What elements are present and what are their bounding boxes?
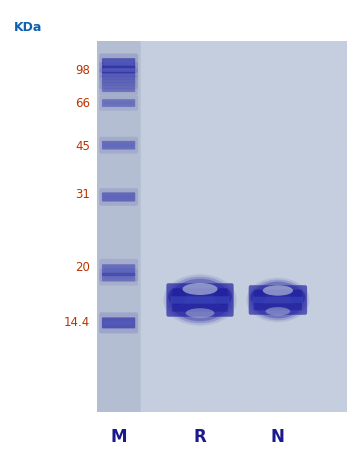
- FancyBboxPatch shape: [102, 99, 135, 107]
- Ellipse shape: [163, 274, 236, 326]
- Text: 14.4: 14.4: [64, 316, 90, 329]
- Ellipse shape: [214, 288, 232, 305]
- FancyBboxPatch shape: [102, 72, 135, 79]
- Ellipse shape: [252, 282, 304, 318]
- Ellipse shape: [290, 289, 306, 305]
- FancyBboxPatch shape: [104, 74, 133, 77]
- FancyBboxPatch shape: [104, 268, 133, 273]
- FancyBboxPatch shape: [252, 297, 303, 303]
- Text: 31: 31: [75, 188, 90, 201]
- FancyBboxPatch shape: [104, 87, 133, 90]
- FancyBboxPatch shape: [104, 143, 133, 147]
- Ellipse shape: [170, 279, 230, 321]
- Text: 66: 66: [75, 97, 90, 109]
- FancyBboxPatch shape: [104, 81, 133, 84]
- FancyBboxPatch shape: [166, 283, 234, 317]
- Text: M: M: [110, 428, 127, 447]
- FancyBboxPatch shape: [249, 285, 307, 315]
- Ellipse shape: [183, 283, 217, 295]
- FancyBboxPatch shape: [104, 61, 133, 65]
- FancyBboxPatch shape: [99, 188, 138, 206]
- FancyBboxPatch shape: [104, 321, 133, 325]
- FancyBboxPatch shape: [99, 95, 138, 111]
- FancyBboxPatch shape: [102, 264, 135, 276]
- FancyBboxPatch shape: [99, 54, 138, 73]
- Text: 45: 45: [75, 140, 90, 153]
- FancyBboxPatch shape: [99, 68, 138, 83]
- Text: KDa: KDa: [14, 22, 42, 34]
- FancyBboxPatch shape: [99, 312, 138, 333]
- FancyBboxPatch shape: [99, 82, 138, 95]
- Ellipse shape: [185, 308, 214, 318]
- FancyBboxPatch shape: [99, 136, 138, 153]
- Text: 98: 98: [75, 65, 90, 77]
- FancyBboxPatch shape: [102, 65, 135, 74]
- FancyBboxPatch shape: [99, 62, 138, 77]
- FancyBboxPatch shape: [99, 259, 138, 282]
- FancyBboxPatch shape: [104, 275, 133, 279]
- FancyBboxPatch shape: [104, 195, 133, 199]
- FancyBboxPatch shape: [99, 268, 138, 286]
- Ellipse shape: [246, 278, 309, 322]
- FancyBboxPatch shape: [104, 68, 133, 71]
- Ellipse shape: [168, 288, 186, 305]
- Text: 20: 20: [75, 262, 90, 274]
- FancyBboxPatch shape: [102, 79, 135, 86]
- FancyBboxPatch shape: [102, 86, 135, 92]
- Text: R: R: [194, 428, 206, 447]
- FancyBboxPatch shape: [102, 273, 135, 281]
- FancyBboxPatch shape: [104, 101, 133, 105]
- FancyBboxPatch shape: [254, 290, 302, 311]
- Ellipse shape: [263, 285, 293, 296]
- FancyBboxPatch shape: [102, 192, 135, 202]
- Text: N: N: [271, 428, 285, 447]
- Ellipse shape: [249, 280, 307, 320]
- FancyBboxPatch shape: [99, 76, 138, 89]
- Ellipse shape: [266, 307, 290, 316]
- Ellipse shape: [166, 277, 234, 323]
- Ellipse shape: [251, 289, 266, 305]
- FancyBboxPatch shape: [171, 296, 229, 304]
- FancyBboxPatch shape: [172, 289, 228, 312]
- FancyBboxPatch shape: [102, 317, 135, 328]
- FancyBboxPatch shape: [102, 58, 135, 68]
- FancyBboxPatch shape: [102, 141, 135, 149]
